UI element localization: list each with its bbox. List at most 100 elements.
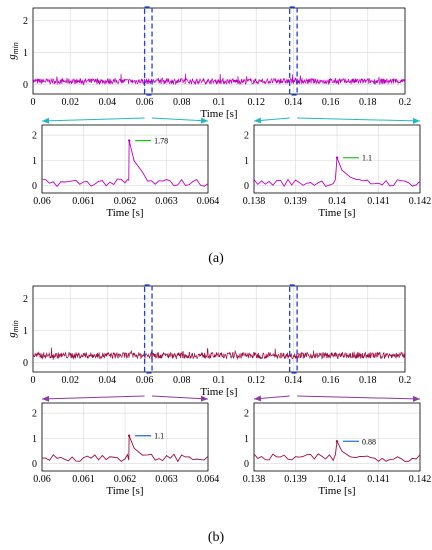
- zoom-0-0-ytick-label: 2: [32, 131, 37, 142]
- overview-1-ytick-label: 1: [23, 326, 28, 337]
- overview-0-ylabel: gmin: [6, 42, 20, 60]
- zoom-0-1-ytick-label: 1: [244, 156, 249, 167]
- zoom-1-1-xtick-label: 0.141: [367, 474, 390, 485]
- zoom-1-0-xtick-label: 0.064: [197, 474, 220, 485]
- zoom-1-0-xtick-label: 0.061: [72, 474, 95, 485]
- overview-0-xtick-label: 0.18: [359, 97, 377, 108]
- zoom-1-0-ytick-label: 1: [32, 434, 37, 445]
- zoom-arrow-1-0-right: [152, 395, 209, 400]
- overview-1-xtick-label: 0.08: [173, 375, 191, 386]
- overview-0-xtick-label: 0: [31, 97, 36, 108]
- zoom-0-0-xlabel: Time [s]: [106, 207, 143, 219]
- zoom-1-1-xtick-label: 0.14: [328, 474, 346, 485]
- overview-1-xtick-label: 0.04: [99, 375, 117, 386]
- overview-0-xlabel: Time [s]: [200, 108, 237, 120]
- zoom-0-1-peak-point: [335, 156, 339, 159]
- zoom-arrow-1-1-left-head: [254, 395, 262, 402]
- zoom-1-1-peak-label: 0.88: [362, 437, 376, 446]
- overview-0-ytick-label: 2: [23, 16, 28, 27]
- zoom-1-1-peak-point: [335, 440, 339, 443]
- zoom-1-1-series-line: [253, 439, 421, 462]
- zoom-1-1-xlabel: Time [s]: [318, 485, 355, 497]
- zoom-0-0-xtick-label: 0.064: [197, 196, 220, 207]
- overview-1-zoom-window-0: [143, 284, 153, 374]
- overview-1-xtick-label: 0.12: [247, 375, 265, 386]
- zoom-arrow-1-1-right-head: [412, 395, 420, 402]
- panel-label-1: (b): [208, 530, 225, 545]
- zoom-arrow-0-0-right: [152, 117, 209, 122]
- overview-1-ytick-label: 0: [23, 358, 28, 369]
- zoom-0-1-xtick-label: 0.141: [367, 196, 390, 207]
- zoom-arrow-0-0-right-head: [200, 117, 208, 124]
- zoom-1-1-ytick-label: 1: [244, 434, 249, 445]
- zoom-arrow-0-0-left: [41, 117, 145, 122]
- zoom-0-1-xtick-label: 0.142: [409, 196, 432, 207]
- overview-0-xtick-label: 0.14: [285, 97, 303, 108]
- zoom-0-0-peak-point: [127, 139, 131, 142]
- zoom-1-1-frame: [253, 402, 421, 472]
- zoom-0-1-xlabel: Time [s]: [318, 207, 355, 219]
- overview-1-xtick-label: 0.16: [322, 375, 340, 386]
- overview-0-xtick-label: 0.06: [136, 97, 154, 108]
- overview-1-xtick-label: 0.2: [399, 375, 412, 386]
- overview-0-series-line: [32, 73, 406, 86]
- zoom-0-0-peak-label: 1.78: [154, 137, 168, 146]
- zoom-arrow-0-0-left-head: [42, 117, 50, 124]
- panel-label-0: (a): [208, 251, 224, 266]
- overview-1-series-line: [32, 347, 406, 361]
- overview-0-zoom-window-0: [143, 6, 153, 96]
- overview-0-xtick-label: 0.16: [322, 97, 340, 108]
- zoom-0-1-xtick-label: 0.14: [328, 196, 346, 207]
- zoom-arrow-0-1-right: [297, 117, 421, 122]
- zoom-1-0-series-line: [41, 435, 209, 463]
- zoom-0-1-ytick-label: 0: [244, 181, 249, 192]
- zoom-1-1-xtick-label: 0.139: [284, 474, 307, 485]
- overview-1-xtick-label: 0.06: [136, 375, 154, 386]
- overview-1-xtick-label: 0: [31, 375, 36, 386]
- zoom-1-0-frame: [41, 402, 209, 472]
- zoom-0-1-series-line: [253, 157, 421, 188]
- overview-0-ytick-label: 0: [23, 80, 28, 91]
- zoom-1-0-xtick-label: 0.063: [155, 474, 178, 485]
- overview-0-xtick-label: 0.2: [399, 97, 412, 108]
- zoom-0-0-series-line: [41, 140, 209, 188]
- overview-1-zoom-window-1: [289, 284, 298, 374]
- overview-1-xtick-label: 0.02: [61, 375, 79, 386]
- zoom-1-1-xtick-label: 0.138: [243, 474, 266, 485]
- overview-0-xtick-label: 0.02: [61, 97, 79, 108]
- zoom-1-0-xlabel: Time [s]: [106, 485, 143, 497]
- overview-1-xlabel: Time [s]: [200, 386, 237, 398]
- zoom-0-1-ytick-label: 2: [244, 131, 249, 142]
- zoom-0-1-frame: [253, 124, 421, 194]
- overview-0-zoom-window-1: [289, 6, 298, 96]
- overview-0-xtick-label: 0.08: [173, 97, 191, 108]
- zoom-arrow-1-0-left-head: [42, 395, 50, 402]
- overview-0-ytick-label: 1: [23, 48, 28, 59]
- zoom-0-1-xtick-label: 0.139: [284, 196, 307, 207]
- zoom-arrow-1-0-left: [41, 395, 145, 400]
- overview-0-xtick-label: 0.04: [99, 97, 117, 108]
- overview-1-xtick-label: 0.18: [359, 375, 377, 386]
- zoom-1-0-ytick-label: 2: [32, 409, 37, 420]
- overview-1-ytick-label: 2: [23, 294, 28, 305]
- zoom-1-1-ytick-label: 0: [244, 459, 249, 470]
- zoom-0-0-ytick-label: 1: [32, 156, 37, 167]
- overview-1-ylabel: gmin: [6, 320, 20, 338]
- zoom-0-1-xtick-label: 0.138: [243, 196, 266, 207]
- zoom-1-0-xtick-label: 0.062: [114, 474, 137, 485]
- zoom-arrow-1-0-right-head: [200, 395, 208, 402]
- zoom-1-1-ytick-label: 2: [244, 409, 249, 420]
- overview-0-frame: [32, 7, 406, 95]
- zoom-1-0-ytick-label: 0: [32, 459, 37, 470]
- zoom-0-0-xtick-label: 0.063: [155, 196, 178, 207]
- zoom-1-0-xtick-label: 0.06: [33, 474, 51, 485]
- zoom-1-0-peak-point: [127, 434, 131, 437]
- overview-0-xtick-label: 0.1: [213, 97, 226, 108]
- zoom-1-0-peak-label: 1.1: [154, 432, 164, 441]
- zoom-arrow-0-1-right-head: [412, 117, 420, 124]
- zoom-1-1-xtick-label: 0.142: [409, 474, 432, 485]
- zoom-0-0-xtick-label: 0.062: [114, 196, 137, 207]
- zoom-0-0-frame: [41, 124, 209, 194]
- overview-1-frame: [32, 285, 406, 373]
